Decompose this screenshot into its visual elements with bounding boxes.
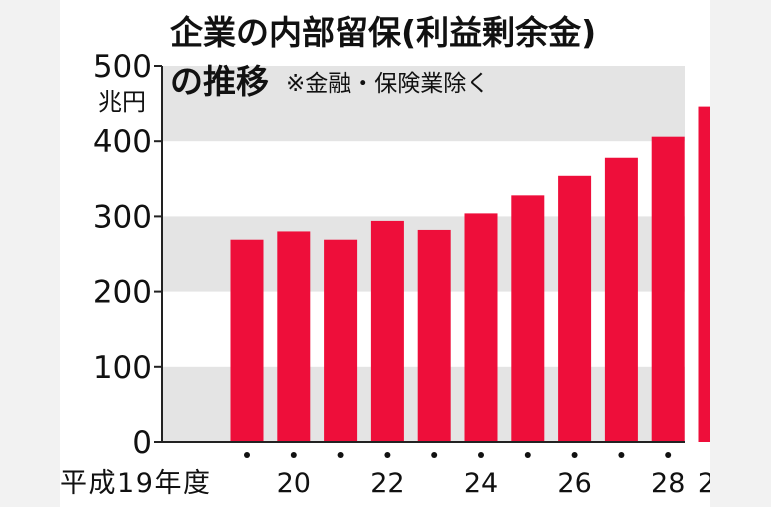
bar — [277, 231, 311, 442]
x-tick-dot — [665, 452, 672, 458]
x-tick-label: 29 — [698, 468, 710, 499]
y-tick-label: 500 — [93, 49, 152, 85]
x-tick-label: 22 — [370, 468, 404, 499]
bar — [230, 239, 264, 442]
bar — [511, 195, 545, 442]
bar — [370, 220, 404, 442]
grid-band — [162, 66, 685, 142]
bar — [651, 136, 685, 443]
x-tick-label: 26 — [557, 468, 591, 499]
bar — [558, 175, 592, 443]
bar — [417, 229, 451, 442]
x-tick-dot — [571, 452, 578, 458]
y-tick-label: 300 — [93, 199, 152, 235]
x-tick-label: 20 — [277, 468, 311, 499]
y-axis-unit-label: 兆円 — [98, 88, 146, 116]
x-tick-label: 28 — [651, 468, 685, 499]
x-tick-dot — [524, 452, 531, 458]
chart-title-line1: 企業の内部留保(利益剰余金) — [170, 13, 596, 52]
bar — [464, 213, 498, 442]
chart-title-note: ※金融・保険業除く — [286, 71, 489, 97]
x-tick-dot — [290, 452, 297, 458]
chart-card: 企業の内部留保(利益剰余金) の推移 ※金融・保険業除く 兆円 0 100 200 3… — [60, 0, 710, 507]
y-tick-label: 100 — [93, 350, 152, 386]
x-tick-dot — [337, 452, 344, 458]
x-tick-dot — [478, 452, 484, 458]
x-tick-label: 24 — [464, 468, 498, 499]
bar — [698, 106, 710, 442]
y-tick-label: 400 — [93, 124, 152, 160]
bar — [604, 157, 638, 442]
y-axis-ticks: 0 100 200 300 400 500 — [93, 49, 162, 461]
bar — [324, 239, 358, 442]
x-tick-dot — [384, 452, 391, 458]
x-axis-labels: 平成19年度 20 22 24 26 28 29 — [60, 452, 710, 499]
x-tick-label: 平成19年度 — [60, 468, 210, 499]
x-tick-dot — [618, 452, 625, 458]
bars — [230, 106, 710, 443]
chart-title-line2: の推移 — [170, 62, 269, 101]
y-tick-label: 0 — [132, 425, 152, 461]
x-tick-dot — [244, 452, 250, 458]
bar-chart: 企業の内部留保(利益剰余金) の推移 ※金融・保険業除く 兆円 0 100 200 3… — [60, 13, 710, 499]
x-tick-dot — [431, 452, 438, 458]
y-tick-label: 200 — [93, 275, 152, 311]
